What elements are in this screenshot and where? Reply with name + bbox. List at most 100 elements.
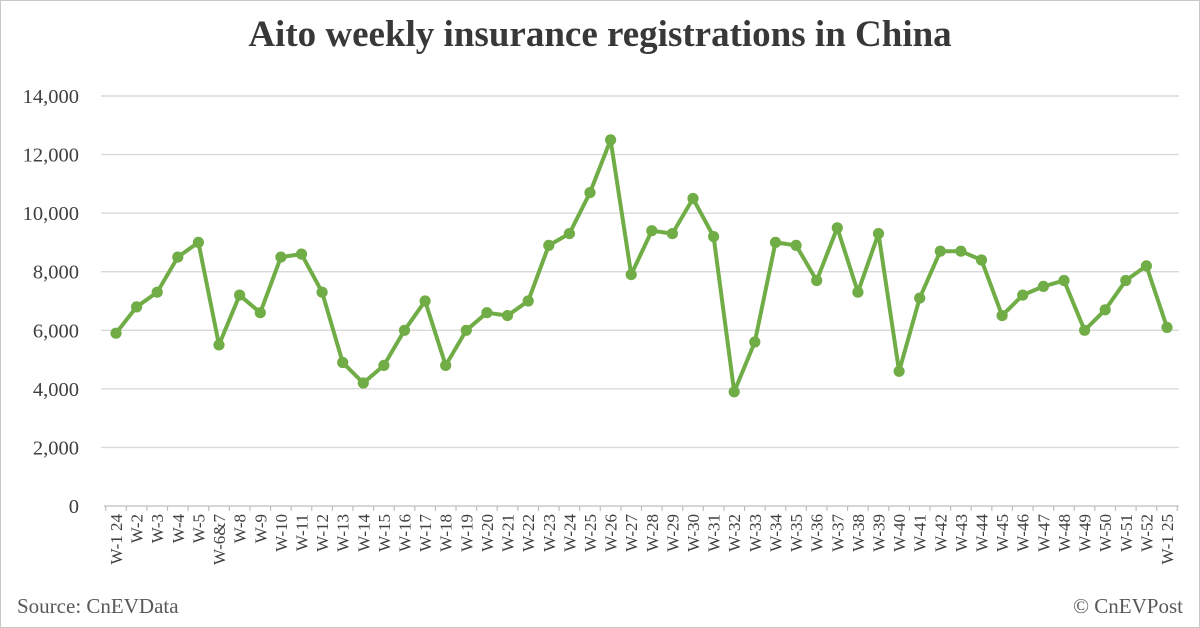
x-tick-label: W-30 [684,514,703,552]
data-point [852,286,864,298]
x-tick-label: W-24 [560,514,579,552]
x-tick-label: W-34 [766,514,785,552]
data-point [749,336,761,348]
data-point [151,286,163,298]
y-tick-label: 0 [69,496,79,518]
x-tick-label: W-51 [1117,514,1136,552]
y-tick-label: 8,000 [33,262,79,284]
x-tick-label: W-12 [313,514,332,552]
data-point [543,239,555,251]
chart-title: Aito weekly insurance registrations in C… [248,14,952,55]
x-tick-label: W-35 [787,514,806,552]
data-point [1140,260,1152,272]
data-point [584,187,596,199]
data-point [522,295,534,307]
x-tick-label: W-10 [272,514,291,552]
x-tick-label: W-25 [581,514,600,552]
x-tick-label: W-45 [993,514,1012,552]
x-tick-label: W-48 [1055,514,1074,552]
data-point [337,356,349,369]
x-tick-label: W-2 [128,514,147,543]
x-tick-label: W-17 [416,514,435,552]
x-tick-label: W-29 [663,514,682,552]
y-tick-label: 12,000 [23,145,79,167]
x-tick-label: W-9 [251,514,270,543]
data-point [1037,280,1049,292]
data-point [666,228,679,240]
x-tick-label: W-33 [746,514,765,552]
x-tick-label: W-8 [231,514,250,543]
data-point [996,310,1008,322]
data-point [378,359,390,371]
data-point [1120,274,1132,287]
source-credit: Source: CnEVData [17,594,179,618]
x-tick-label: W-3 [148,514,167,543]
x-tick-label: W-23 [540,514,559,552]
data-point [934,245,946,257]
x-tick-label: W-22 [519,514,538,552]
data-point [234,289,246,301]
data-point [398,324,411,336]
x-tick-label: W-20 [478,514,497,552]
data-point [893,365,905,377]
data-point [914,292,926,304]
x-tick-label: W-46 [1014,514,1033,552]
y-tick-label: 2,000 [33,437,79,459]
x-tick-label: W-14 [354,514,373,552]
series-line [114,137,1169,394]
copyright-credit: © CnEVPost [1073,594,1183,618]
x-tick-label: W-15 [375,514,394,552]
x-tick-label: W-44 [973,514,992,552]
x-tick-label: W-4 [169,514,188,544]
data-point [605,134,617,146]
data-point [213,339,225,351]
x-tick-label: W-13 [334,514,353,552]
x-tick-label: W-21 [499,514,518,552]
x-tick-label: W-43 [952,514,971,552]
data-point [1079,324,1091,336]
data-point [172,251,184,263]
data-point [1161,321,1173,333]
x-tick-label: W-32 [725,514,744,552]
x-tick-label: W-38 [849,514,868,552]
data-point [831,222,843,234]
data-point [625,269,637,281]
data-point [419,295,431,307]
data-point [440,359,452,371]
data-point [131,301,143,313]
x-tick-label: W-41 [911,514,930,552]
y-tick-label: 14,000 [23,86,79,108]
data-point [192,236,204,248]
x-tick-label: W-28 [643,514,662,552]
x-tick-label: W-47 [1034,514,1053,552]
x-tick-label: W-5 [189,514,208,543]
data-point [708,231,720,243]
data-point [687,192,699,205]
x-tick-label: W-42 [931,514,950,552]
x-tick-label: W-11 [292,514,311,551]
data-point [955,245,967,257]
x-tick-label: W-40 [890,514,909,552]
x-tick-label: W-26 [602,514,621,552]
x-tick-label: W-27 [622,514,641,552]
y-tick-label: 10,000 [23,203,79,225]
data-point [811,274,823,287]
data-point [357,377,369,389]
x-tick-label: W-1 24 [107,514,126,565]
data-point [110,327,122,339]
x-tick-label: W-19 [457,514,476,552]
data-point [563,228,576,240]
data-point [872,228,885,240]
data-point [316,286,328,298]
x-tick-label: W-18 [437,514,456,552]
x-tick-label: W-49 [1076,514,1095,552]
data-point [460,324,472,336]
data-point [295,248,308,260]
x-tick-label: W-31 [705,514,724,552]
data-point [1017,289,1029,301]
data-point [769,236,782,248]
data-point [275,251,287,263]
x-tick-label: W-6&7 [210,514,229,565]
data-point [790,239,802,251]
